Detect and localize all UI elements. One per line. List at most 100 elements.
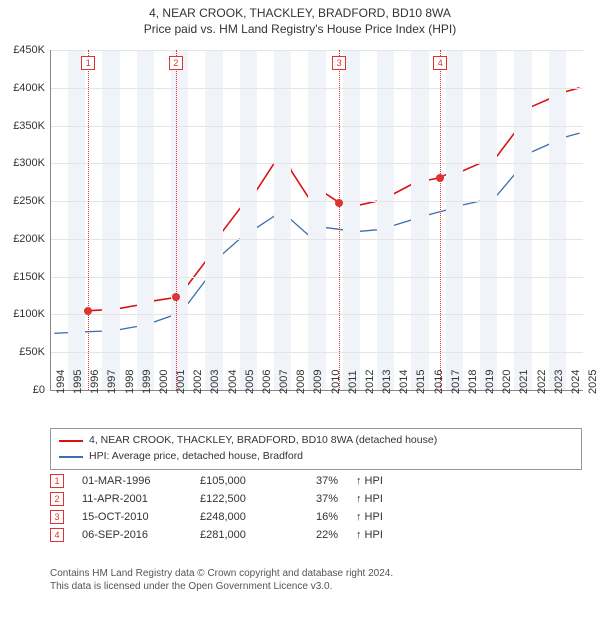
alt-year-band <box>308 50 325 390</box>
x-tick-label: 2016 <box>433 370 445 394</box>
transaction-marker: 4 <box>433 56 447 70</box>
x-tick-label: 2024 <box>570 370 582 394</box>
gridline-h <box>51 88 583 89</box>
x-tick-label: 2001 <box>175 370 187 394</box>
legend: 4, NEAR CROOK, THACKLEY, BRADFORD, BD10 … <box>50 428 582 470</box>
alt-year-band <box>205 50 222 390</box>
x-tick-label: 1999 <box>141 370 153 394</box>
transaction-note: ↑ HPI <box>356 529 383 541</box>
transaction-row-marker: 3 <box>50 510 64 524</box>
x-tick-label: 2011 <box>347 370 359 394</box>
transaction-diff: 16% <box>298 511 338 523</box>
alt-year-band <box>377 50 394 390</box>
gridline-h <box>51 201 583 202</box>
y-tick-label: £200K <box>13 233 51 245</box>
transaction-date: 15-OCT-2010 <box>82 511 182 523</box>
x-tick-label: 2000 <box>158 370 170 394</box>
gridline-h <box>51 277 583 278</box>
transaction-price: £122,500 <box>200 493 280 505</box>
transaction-date: 11-APR-2001 <box>82 493 182 505</box>
x-tick-label: 1995 <box>72 370 84 394</box>
title-line-1: 4, NEAR CROOK, THACKLEY, BRADFORD, BD10 … <box>0 6 600 22</box>
x-tick-label: 2009 <box>312 370 324 394</box>
alt-year-band <box>68 50 85 390</box>
x-tick-label: 2006 <box>261 370 273 394</box>
x-tick-label: 2020 <box>501 370 513 394</box>
gridline-h <box>51 50 583 51</box>
x-tick-label: 2012 <box>364 370 376 394</box>
x-tick-label: 1994 <box>55 370 67 394</box>
transaction-price: £248,000 <box>200 511 280 523</box>
y-tick-label: £300K <box>13 157 51 169</box>
transaction-note: ↑ HPI <box>356 493 383 505</box>
legend-row: 4, NEAR CROOK, THACKLEY, BRADFORD, BD10 … <box>59 433 573 449</box>
transaction-dot <box>335 199 343 207</box>
title-line-2: Price paid vs. HM Land Registry's House … <box>0 22 600 38</box>
alt-year-band <box>411 50 428 390</box>
transaction-diff: 37% <box>298 493 338 505</box>
x-tick-label: 2002 <box>192 370 204 394</box>
transaction-row-marker: 2 <box>50 492 64 506</box>
transaction-marker: 3 <box>332 56 346 70</box>
y-tick-label: £50K <box>19 346 51 358</box>
transaction-marker: 2 <box>169 56 183 70</box>
transaction-marker: 1 <box>81 56 95 70</box>
transaction-row: 101-MAR-1996£105,00037%↑ HPI <box>50 474 383 488</box>
footer-line-1: Contains HM Land Registry data © Crown c… <box>50 568 393 581</box>
transaction-row-marker: 4 <box>50 528 64 542</box>
x-tick-label: 2018 <box>467 370 479 394</box>
x-tick-label: 2021 <box>518 370 530 394</box>
transaction-dot <box>84 307 92 315</box>
x-tick-label: 2019 <box>484 370 496 394</box>
alt-year-band <box>240 50 257 390</box>
y-tick-label: £350K <box>13 120 51 132</box>
alt-year-band <box>549 50 566 390</box>
transaction-row: 2 11-APR-2001 £122,500 37% ↑ HPI <box>50 492 383 506</box>
x-tick-label: 2007 <box>278 370 290 394</box>
transaction-note: ↑ HPI <box>356 511 383 523</box>
x-tick-label: 2003 <box>209 370 221 394</box>
x-tick-label: 2013 <box>381 370 393 394</box>
transaction-dot <box>436 174 444 182</box>
alt-year-band <box>274 50 291 390</box>
gridline-h <box>51 314 583 315</box>
transaction-vline <box>88 50 89 390</box>
x-tick-label: 2014 <box>398 370 410 394</box>
x-tick-label: 2022 <box>536 370 548 394</box>
y-tick-label: £150K <box>13 271 51 283</box>
transaction-row: 3 15-OCT-2010 £248,000 16% ↑ HPI <box>50 510 383 524</box>
y-tick-label: £400K <box>13 82 51 94</box>
alt-year-band <box>514 50 531 390</box>
transaction-vline <box>440 50 441 390</box>
y-tick-label: £100K <box>13 308 51 320</box>
transactions-table: 1 01-MAR-1996 £105,000 37% ↑ HPI 2 11-APR-2001… <box>50 474 383 546</box>
alt-year-band <box>343 50 360 390</box>
legend-swatch <box>59 440 83 442</box>
transaction-diff: 22% <box>298 529 338 541</box>
chart-container: 4, NEAR CROOK, THACKLEY, BRADFORD, BD10 … <box>0 0 600 620</box>
gridline-h <box>51 163 583 164</box>
transaction-row-marker: 1 <box>50 474 64 488</box>
transaction-vline <box>176 50 177 390</box>
alt-year-band <box>480 50 497 390</box>
transaction-price: £105,000 <box>200 475 280 487</box>
x-tick-label: 2017 <box>450 370 462 394</box>
plot-area: £0£50K£100K£150K£200K£250K£300K£350K£400… <box>50 50 583 391</box>
x-tick-label: 2015 <box>415 370 427 394</box>
footer-line-2: This data is licensed under the Open Gov… <box>50 581 393 594</box>
y-tick-label: £250K <box>13 195 51 207</box>
x-tick-label: 1998 <box>124 370 136 394</box>
x-tick-label: 2008 <box>295 370 307 394</box>
transaction-date: 01-MAR-1996 <box>82 475 182 487</box>
transaction-date: 06-SEP-2016 <box>82 529 182 541</box>
x-tick-label: 1996 <box>89 370 101 394</box>
transaction-dot <box>172 293 180 301</box>
legend-swatch <box>59 456 83 458</box>
legend-label: 4, NEAR CROOK, THACKLEY, BRADFORD, BD10 … <box>89 433 437 449</box>
transaction-price: £281,000 <box>200 529 280 541</box>
alt-year-band <box>102 50 119 390</box>
gridline-h <box>51 352 583 353</box>
transaction-diff: 37% <box>298 475 338 487</box>
alt-year-band <box>446 50 463 390</box>
gridline-h <box>51 239 583 240</box>
